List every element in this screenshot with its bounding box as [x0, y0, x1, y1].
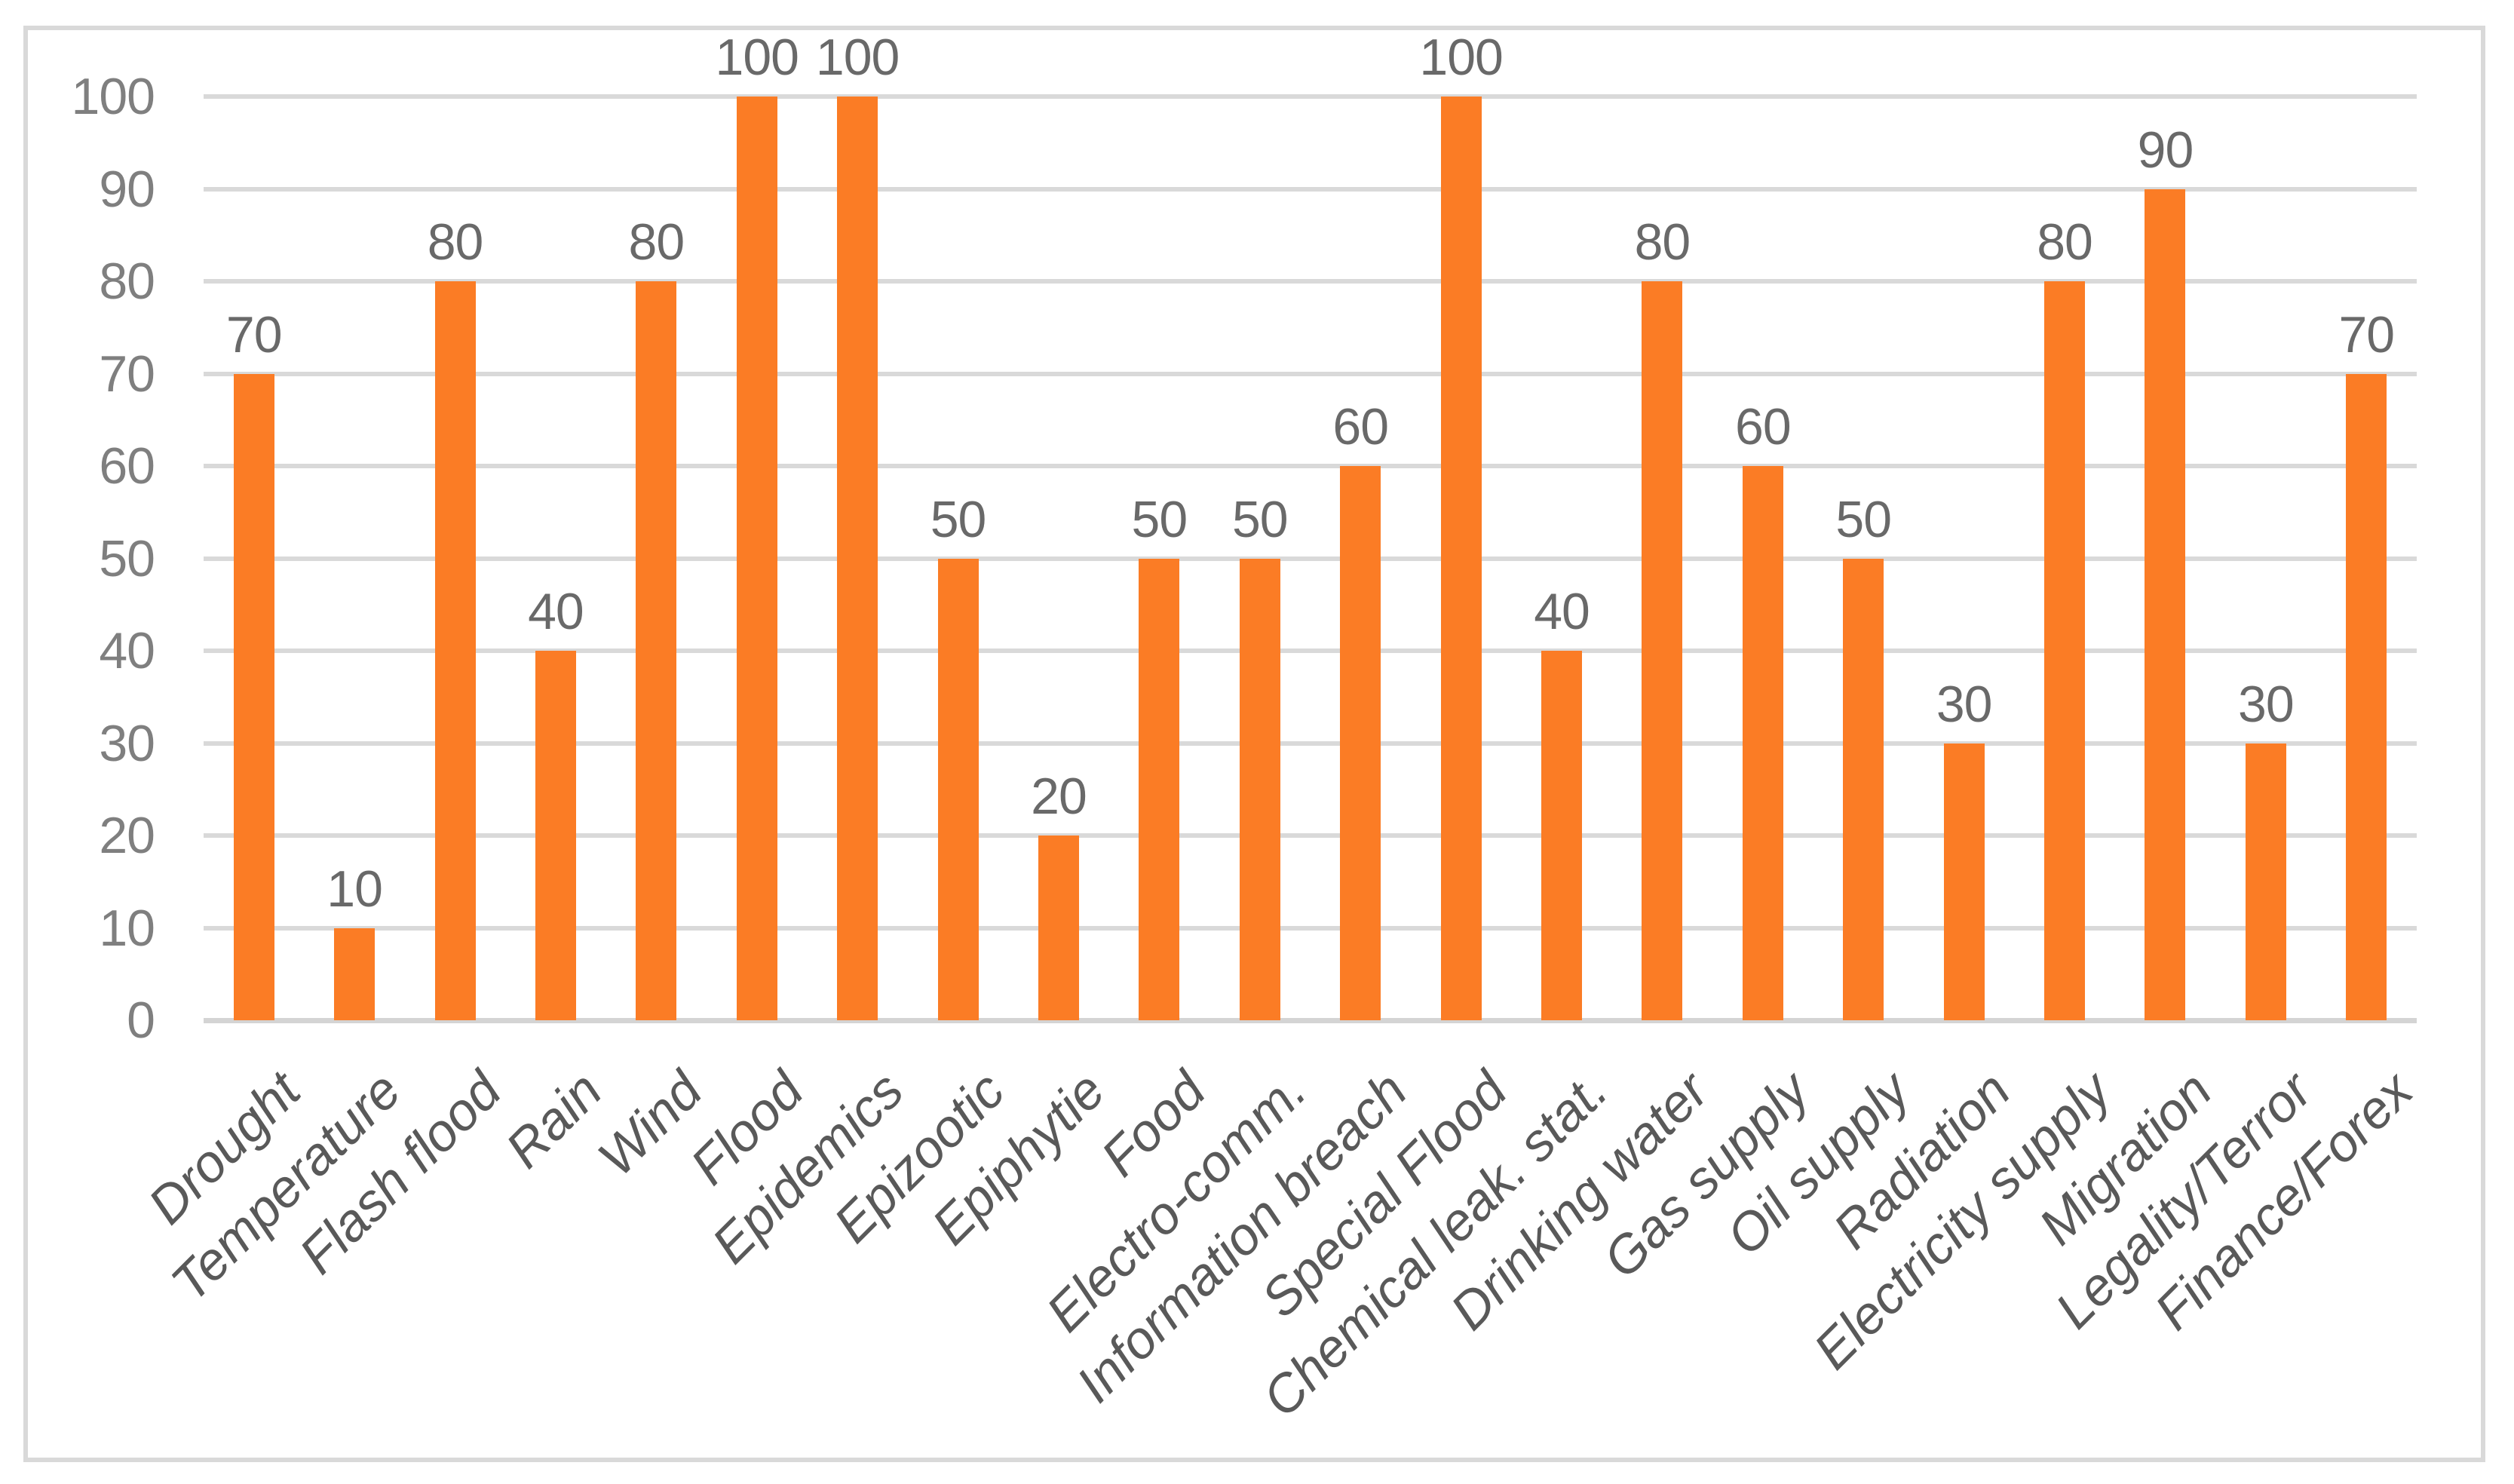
value-label-epizootic: 50: [930, 490, 987, 548]
value-label-radiation: 30: [1936, 675, 1993, 733]
value-label-oil-supply: 50: [1835, 490, 1892, 548]
y-gridline-70: [204, 371, 2417, 376]
bar-chemical-leak-stat: [1541, 651, 1583, 1020]
bar-oil-supply: [1843, 558, 1884, 1020]
y-axis-tick-label-100: 100: [71, 68, 155, 125]
value-label-special-flood: 100: [1419, 29, 1503, 86]
value-label-wind: 80: [628, 213, 685, 271]
y-axis-tick-label-60: 60: [99, 437, 155, 495]
bar-legality-terror: [2245, 743, 2286, 1020]
y-axis-tick-label-0: 0: [127, 992, 155, 1049]
bar-epiphytie: [1038, 836, 1079, 1020]
value-label-information-breach: 60: [1332, 398, 1389, 455]
y-gridline-60: [204, 464, 2417, 468]
bar-finance-forex: [2346, 373, 2387, 1020]
y-gridline-50: [204, 556, 2417, 561]
y-axis-tick-label-30: 30: [99, 714, 155, 772]
y-axis-tick-label-10: 10: [99, 899, 155, 957]
value-label-flash-flood: 80: [427, 213, 484, 271]
value-label-gas-supply: 60: [1735, 398, 1792, 455]
value-label-temperature: 10: [327, 860, 383, 918]
y-gridline-20: [204, 833, 2417, 838]
bar-gas-supply: [1742, 466, 1783, 1020]
bar-drinking-water: [1642, 281, 1683, 1020]
y-gridline-80: [204, 279, 2417, 284]
bar-food: [1139, 558, 1180, 1020]
value-label-rain: 40: [528, 583, 584, 640]
y-axis-tick-label-40: 40: [99, 622, 155, 679]
bar-special-flood: [1440, 97, 1482, 1020]
value-label-legality-terror: 30: [2238, 675, 2295, 733]
y-axis-tick-label-50: 50: [99, 529, 155, 587]
bar-epidemics: [837, 97, 878, 1020]
y-gridline-100: [204, 94, 2417, 99]
value-label-electro-comm: 50: [1231, 490, 1289, 548]
value-label-drought: 70: [225, 305, 283, 363]
bar-rain: [535, 651, 576, 1020]
bar-flash-flood: [434, 281, 476, 1020]
y-axis-tick-label-70: 70: [99, 345, 155, 403]
y-gridline-90: [204, 186, 2417, 192]
value-label-flood: 100: [715, 29, 799, 86]
bar-electricity-supply: [2044, 281, 2086, 1020]
value-label-chemical-leak-stat: 40: [1534, 583, 1590, 640]
bar-wind: [636, 281, 677, 1020]
y-axis-tick-label-80: 80: [99, 253, 155, 310]
bar-electro-comm: [1239, 558, 1280, 1020]
value-label-epiphytie: 20: [1031, 768, 1087, 825]
value-label-drinking-water: 80: [1634, 213, 1691, 271]
x-axis-line: [204, 1018, 2417, 1023]
y-gridline-40: [204, 648, 2417, 653]
value-label-epidemics: 100: [815, 29, 900, 86]
y-gridline-30: [204, 740, 2417, 746]
bar-migration: [2145, 189, 2186, 1020]
value-label-finance-forex: 70: [2338, 305, 2395, 363]
value-label-food: 50: [1131, 490, 1188, 548]
y-axis-tick-label-90: 90: [99, 160, 155, 218]
bar-flood: [736, 97, 777, 1020]
value-label-electricity-supply: 80: [2037, 213, 2093, 271]
y-axis-tick-label-20: 20: [99, 807, 155, 864]
bar-epizootic: [937, 558, 979, 1020]
bar-drought: [233, 373, 274, 1020]
bar-radiation: [1943, 743, 1985, 1020]
value-label-migration: 90: [2137, 121, 2194, 179]
y-gridline-10: [204, 925, 2417, 931]
bar-information-breach: [1340, 466, 1381, 1020]
bar-temperature: [334, 928, 376, 1020]
